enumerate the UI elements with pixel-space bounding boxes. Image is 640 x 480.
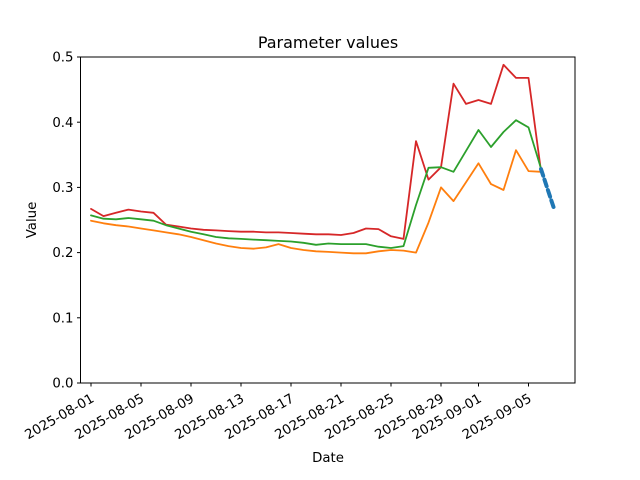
y-tick-label: 0.0 (52, 377, 73, 392)
y-tick-label: 0.1 (52, 311, 73, 326)
orange-parameter-line (90, 149, 542, 255)
y-tick-label: 0.2 (52, 246, 73, 261)
y-tick-label: 0.4 (52, 116, 73, 131)
plot-area-border (80, 56, 576, 384)
blue-forecast-segment (539, 167, 556, 209)
y-axis-label: Value (25, 202, 40, 239)
y-tick-label: 0.3 (52, 181, 73, 196)
red-parameter-line (90, 63, 542, 240)
y-axis-ticks: 0.0 0.1 0.2 0.3 0.4 0.5 (52, 51, 81, 392)
y-tick-label: 0.5 (52, 51, 73, 66)
data-series (90, 63, 556, 255)
green-parameter-line (90, 119, 542, 249)
x-axis-label: Date (312, 451, 344, 466)
x-axis-ticks: 2025-08-012025-08-052025-08-092025-08-13… (23, 383, 535, 443)
chart-title: Parameter values (258, 33, 398, 52)
